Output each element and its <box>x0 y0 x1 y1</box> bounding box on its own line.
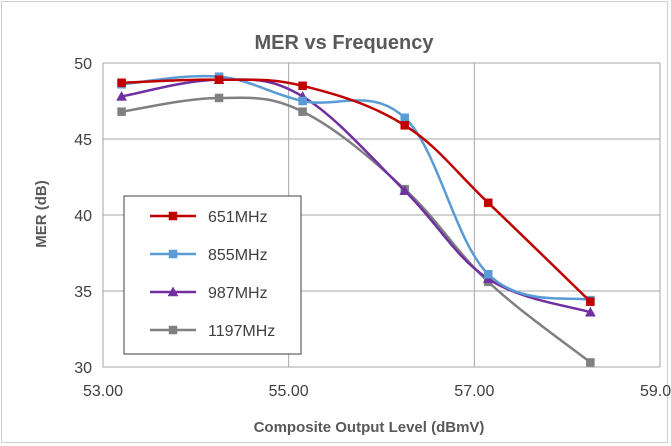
legend-label: 855MHz <box>208 247 268 264</box>
chart-title: MER vs Frequency <box>255 32 435 54</box>
x-tick-label: 57.00 <box>454 383 494 400</box>
legend-item: 651MHz <box>150 209 268 226</box>
data-point <box>400 113 409 122</box>
data-point <box>400 121 409 130</box>
legend-item: 855MHz <box>150 247 268 264</box>
y-axis-label: MER (dB) <box>33 180 50 248</box>
data-point <box>214 93 224 103</box>
legend-marker <box>167 286 179 297</box>
legend-marker <box>168 211 178 221</box>
x-tick-label: 53.00 <box>83 383 123 400</box>
legend-label: 651MHz <box>208 209 268 226</box>
x-tick-label: 55.00 <box>269 383 309 400</box>
data-point <box>484 198 493 208</box>
x-axis-label: Composite Output Level (dBmV) <box>254 419 485 436</box>
y-tick-label: 35 <box>74 284 92 301</box>
series-651MHz <box>117 75 595 306</box>
data-point <box>586 297 595 306</box>
data-point <box>586 358 595 367</box>
y-tick-label: 45 <box>74 132 92 149</box>
data-point <box>116 90 127 101</box>
series-layer <box>116 72 596 367</box>
legend-label: 1197MHz <box>208 323 275 340</box>
legend: 651MHz 855MHz 987MHz 1197MHz <box>123 195 302 355</box>
data-point <box>214 75 224 84</box>
x-tick-label: 59.00 <box>640 383 671 400</box>
data-point <box>117 78 126 88</box>
data-point <box>117 107 126 116</box>
data-point <box>298 107 307 116</box>
legend-marker <box>168 325 178 335</box>
legend-marker <box>168 249 178 259</box>
data-point <box>484 270 493 279</box>
y-tick-label: 40 <box>74 208 92 225</box>
legend-box <box>123 195 302 355</box>
data-point <box>298 81 307 91</box>
data-point <box>584 306 596 317</box>
legend-item: 987MHz <box>150 285 268 302</box>
legend-label: 987MHz <box>208 285 268 302</box>
data-point <box>298 96 307 106</box>
legend-item: 1197MHz <box>150 323 275 340</box>
y-tick-label: 30 <box>74 360 92 377</box>
data-point <box>399 185 411 195</box>
tick-labels: 30 35 40 45 50 53.00 55.00 57.00 59.00 <box>74 56 671 400</box>
y-tick-label: 50 <box>74 56 92 73</box>
